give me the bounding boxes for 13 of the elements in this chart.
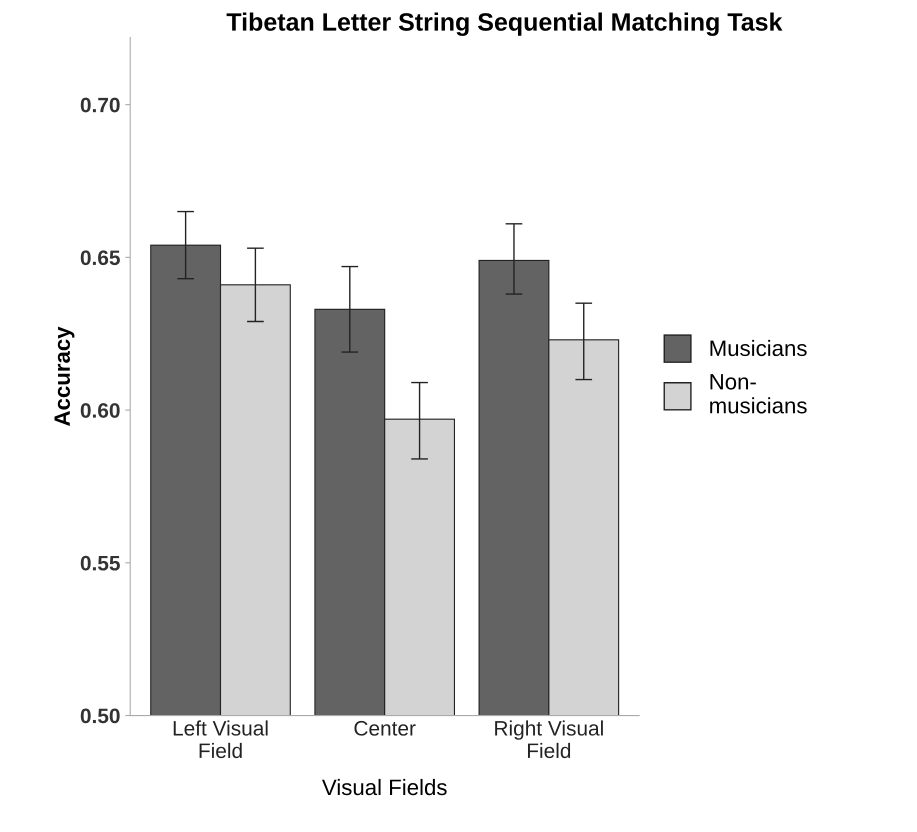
y-tick-label: 0.60 xyxy=(80,403,120,418)
y-axis-title: Accuracy xyxy=(54,326,74,426)
y-tick-label: 0.50 xyxy=(80,708,120,724)
chart-title: Tibetan Letter String Sequential Matching Task xyxy=(226,12,782,36)
x-tick-label: Right Visual Field xyxy=(495,720,603,758)
x-tick-label: Left Visual Field xyxy=(174,720,268,758)
legend-label: Non-musicians xyxy=(710,374,807,414)
y-tick-label: 0.65 xyxy=(80,250,120,266)
y-tick-label: 0.55 xyxy=(80,556,120,571)
legend-label: Musicians xyxy=(710,340,807,356)
y-tick-label: 0.70 xyxy=(80,98,120,112)
x-axis-title: Visual Fields xyxy=(322,778,447,796)
x-tick-label: Center xyxy=(354,720,416,736)
